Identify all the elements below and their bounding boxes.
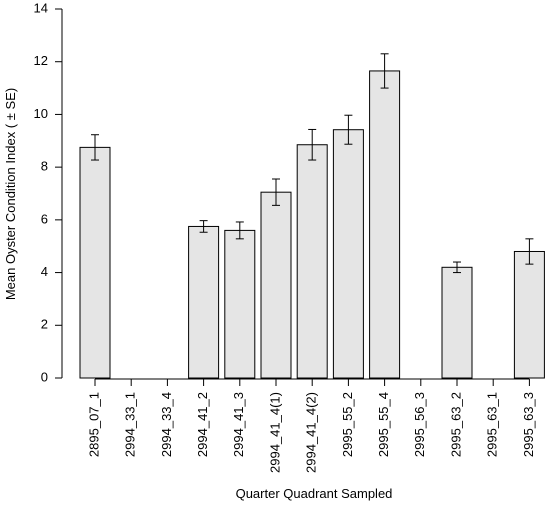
y-axis-title: Mean Oyster Condition Index ( ± SE)	[3, 88, 18, 300]
y-tick-label: 0	[41, 369, 48, 384]
y-tick-labels: 0 2 4 6 8 10 12 14	[34, 0, 48, 384]
bar-2995_55_4	[369, 70, 401, 379]
y-tick-label: 6	[41, 211, 48, 226]
x-tick-label: 2994_41_4(2)	[304, 392, 319, 473]
bar-2995_63_2	[441, 266, 473, 379]
x-tick-label: 2994_41_2	[195, 392, 210, 457]
axes	[55, 8, 530, 386]
x-tick-labels: 2895_07_1 2994_33_1 2994_33_4 2994_41_2 2994…	[86, 392, 535, 473]
bar-2895_07_1	[79, 146, 111, 379]
y-tick-label: 12	[34, 53, 48, 68]
y-tick-label: 4	[41, 264, 48, 279]
bar-2994_41_2	[188, 225, 220, 379]
y-tick-label: 10	[34, 106, 48, 121]
error-bars	[91, 53, 534, 274]
y-tick-label: 14	[34, 0, 48, 15]
x-tick-label: 2995_63_2	[448, 392, 463, 457]
y-tick-label: 2	[41, 317, 48, 332]
x-tick-label: 2994_41_3	[231, 392, 246, 457]
bars	[79, 70, 545, 379]
bar-2994_41_4(2)	[296, 144, 328, 379]
x-tick-label: 2995_63_1	[485, 392, 500, 457]
x-tick-label: 2995_55_2	[340, 392, 355, 457]
bar-2994_41_3	[224, 229, 256, 379]
x-tick-label: 2994_41_4(1)	[267, 392, 282, 473]
bar-2994_41_4(1)	[260, 191, 292, 379]
bar-2995_55_2	[332, 129, 364, 379]
x-axis-title: Quarter Quadrant Sampled	[236, 486, 393, 501]
x-tick-label: 2995_63_3	[521, 392, 536, 457]
x-tick-label: 2895_07_1	[86, 392, 101, 457]
bar-2995_63_3	[513, 250, 545, 379]
x-tick-label: 2995_55_4	[376, 392, 391, 457]
x-tick-label: 2995_56_3	[412, 392, 427, 457]
x-tick-label: 2994_33_4	[159, 392, 174, 457]
x-tick-label: 2994_33_1	[123, 392, 138, 457]
y-tick-label: 8	[41, 159, 48, 174]
